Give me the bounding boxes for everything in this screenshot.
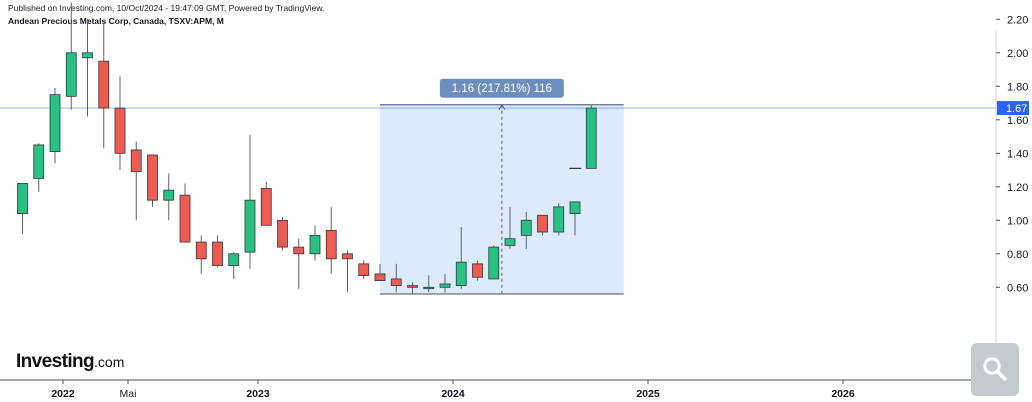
brand-suffix: .com: [94, 354, 125, 370]
measure-label-box: [439, 78, 564, 98]
x-tick-label: 2024: [441, 388, 465, 400]
candle-body: [260, 188, 272, 226]
candle-body: [569, 201, 581, 214]
x-tick-label: 2023: [246, 388, 270, 400]
candle-body: [504, 238, 516, 246]
candle-body: [82, 52, 93, 59]
candle-body: [228, 253, 240, 266]
candle: [195, 235, 207, 274]
current-price-label-box: [997, 101, 1029, 116]
candle: [455, 227, 467, 289]
candle: [472, 260, 483, 281]
candle: [423, 275, 435, 293]
candle-body: [472, 263, 483, 278]
candle: [488, 245, 500, 280]
candle: [260, 181, 272, 226]
candle: [65, 2, 77, 110]
candle-body: [374, 273, 386, 281]
candle: [228, 252, 240, 279]
current-price-label: 1.67: [1006, 103, 1027, 115]
y-tick-label: 1.60: [1007, 115, 1028, 127]
x-tick-label: 2026: [831, 388, 855, 400]
candle-body: [33, 144, 45, 179]
candle: [439, 273, 451, 293]
candle-body: [423, 286, 435, 290]
candle: [325, 206, 337, 274]
candle: [553, 203, 565, 236]
candle: [98, 22, 110, 149]
candle-body: [553, 206, 565, 233]
published-note: Published on Investing.com, 10/Oct/2024 …: [8, 3, 325, 13]
y-tick-label: 2.20: [1007, 14, 1028, 26]
x-tick-label: 2022: [51, 388, 75, 400]
candle-body: [195, 241, 207, 260]
candle-body: [244, 199, 256, 253]
measure-label: 1.16 (217.81%) 116: [452, 83, 552, 95]
candle: [569, 201, 581, 236]
candle-body: [49, 94, 61, 153]
candle-body: [147, 154, 158, 201]
y-tick-label: 0.80: [1007, 249, 1028, 261]
brand-name: Investing: [16, 351, 95, 372]
candle-body: [407, 285, 418, 288]
candle: [520, 211, 532, 249]
candle-body: [585, 107, 597, 169]
candle: [49, 87, 61, 164]
candle: [130, 141, 142, 221]
zoom-button[interactable]: [971, 343, 1019, 396]
candle-body: [520, 219, 532, 236]
candle: [293, 238, 305, 289]
candle: [17, 183, 28, 234]
candle: [537, 214, 548, 236]
candle-body: [455, 261, 467, 287]
candle-body: [163, 189, 175, 201]
candle-body: [130, 149, 142, 173]
candle-body: [65, 52, 77, 97]
candle: [585, 104, 597, 169]
candle: [277, 216, 288, 251]
magnifier-icon: [983, 357, 1007, 381]
investing-logo: Investing.com: [16, 351, 124, 373]
candle: [212, 235, 223, 268]
candle: [309, 225, 321, 261]
candle: [147, 154, 158, 207]
candle-body: [342, 253, 353, 260]
candle-body: [17, 183, 28, 214]
candle-body: [537, 214, 548, 233]
candle-body: [179, 194, 191, 243]
x-tick-label: 2025: [636, 388, 660, 400]
candle: [390, 263, 402, 293]
candle-body: [293, 246, 305, 255]
candle: [82, 19, 93, 117]
candle-body: [212, 241, 223, 266]
candle: [114, 76, 126, 171]
candle: [504, 206, 516, 249]
candle-body: [309, 234, 321, 255]
y-tick-label: 1.80: [1007, 81, 1028, 93]
chart-symbol-title: Andean Precious Metals Corp, Canada, TSX…: [8, 16, 224, 26]
candle: [179, 183, 191, 243]
candle-body: [114, 107, 126, 154]
candle-body: [277, 219, 288, 248]
candle-body: [488, 246, 500, 280]
candle-body: [390, 278, 402, 287]
candle-body: [98, 60, 110, 109]
y-tick-label: 1.00: [1007, 215, 1028, 227]
y-tick-label: 2.00: [1007, 48, 1028, 60]
x-tick-label: Mai: [120, 388, 137, 400]
candle: [244, 134, 256, 269]
candle: [163, 173, 175, 221]
y-tick-label: 1.40: [1007, 148, 1028, 160]
candle: [342, 250, 353, 293]
y-tick-label: 1.20: [1007, 182, 1028, 194]
candle: [33, 143, 45, 192]
candle-body: [325, 229, 337, 260]
y-tick-label: 0.60: [1007, 282, 1028, 294]
candle-body: [358, 263, 370, 276]
candle: [374, 263, 386, 281]
candle-body: [439, 283, 451, 288]
candle: [407, 282, 418, 294]
candle: [358, 260, 370, 279]
